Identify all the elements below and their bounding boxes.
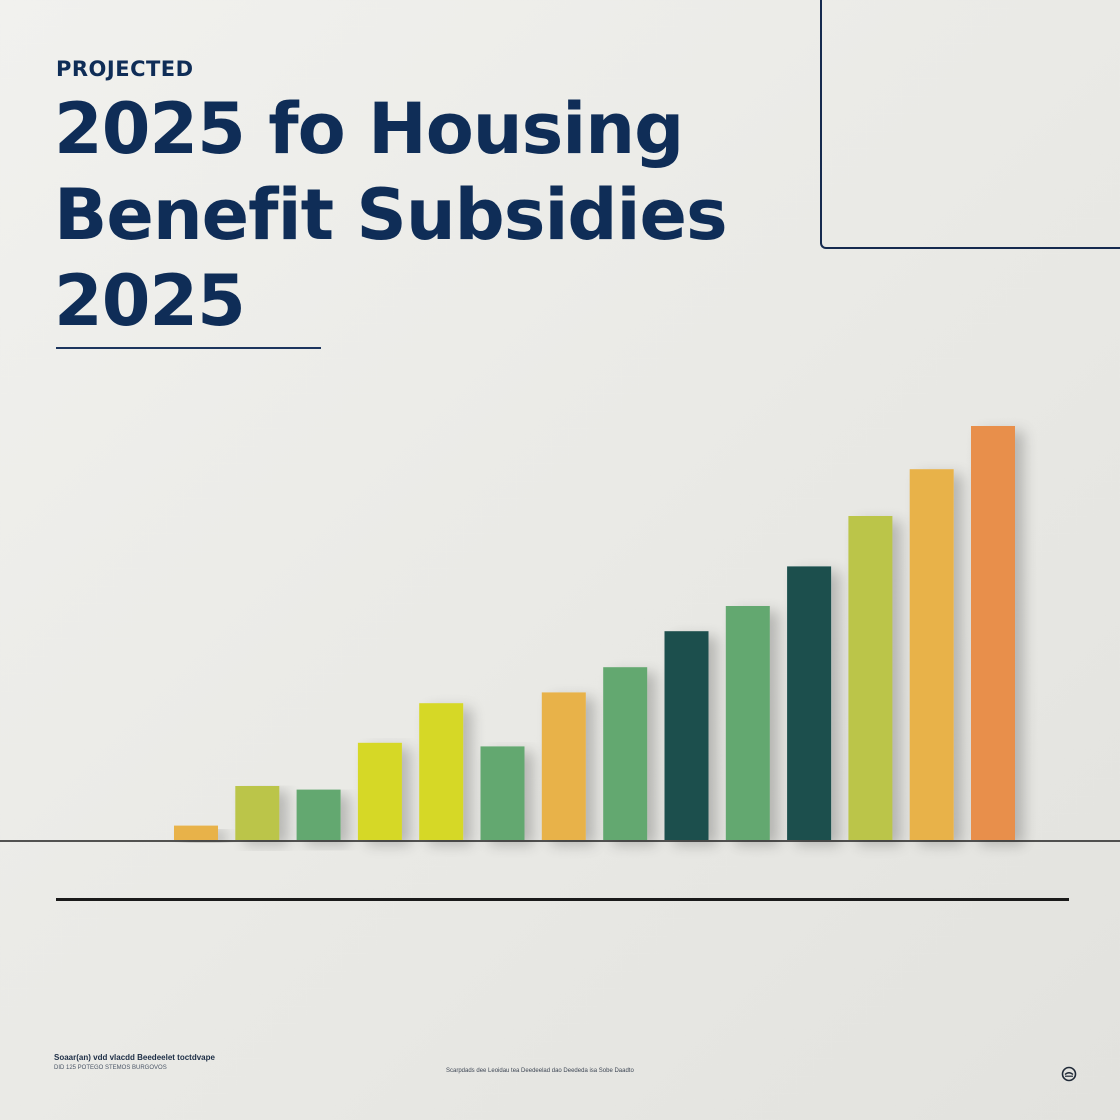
chart-title-line-1: 2025 fo Housing [54,88,684,170]
bar-12 [848,516,893,840]
bar-series [174,426,1015,840]
title-underline [56,347,321,349]
bar-3 [296,789,341,840]
bar-9 [664,631,709,840]
chart-title: 2025 fo Housing Benefit Subsidies 2025 [54,86,728,344]
bar-4 [357,742,402,840]
bar-2 [235,786,280,840]
footer-source-line: Soaar(an) vdd vlacdd Beedeelet toctdvape [54,1053,215,1062]
bar-8 [603,667,648,840]
footer-caption: Scarpdads dee Leoidau tea Deedeelad dao … [446,1068,634,1074]
chart-eyebrow: PROJECTED [56,57,194,81]
footer-source-subline: DID 125 POTEGO STEMOS BURGOVOS [54,1065,167,1071]
bar-7 [541,692,586,840]
bar-13 [909,469,954,840]
separator-rule [56,898,1069,901]
chart-title-line-3: 2025 [54,260,246,342]
brand-logo-icon [1061,1066,1077,1082]
decorative-frame [820,0,1120,249]
bar-6 [480,746,525,840]
bar-14 [971,426,1015,840]
chart-title-line-2: Benefit Subsidies [54,174,728,256]
bar-11 [787,566,832,840]
bar-10 [725,606,770,840]
bar-1 [174,825,218,840]
bar-5 [419,703,464,840]
